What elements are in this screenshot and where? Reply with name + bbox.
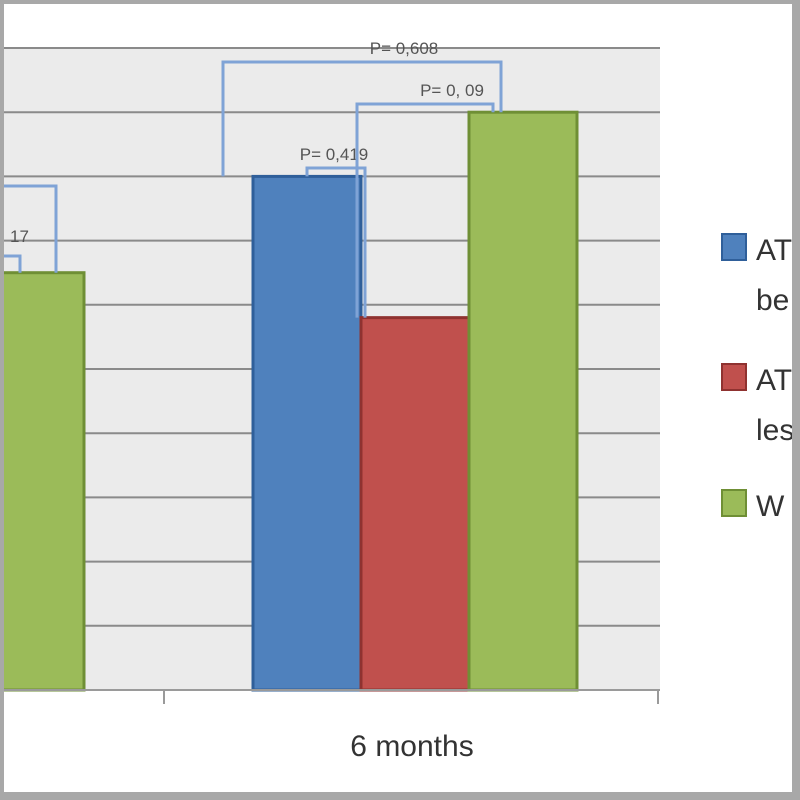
significance-bracket [305,166,367,318]
legend-swatch-blue [721,233,747,261]
bar-chart: P= 0,419 P= 0, 09 P= 0,608 17 6 months AT b… [4,39,792,763]
p-value-label: 17 [10,227,29,246]
legend-swatch-red [721,363,747,391]
bar [359,316,471,692]
significance-brackets: P= 0,419 P= 0, 09 P= 0,608 17 [4,39,503,318]
bar [4,271,86,692]
legend-entry-1: AT be [721,233,792,317]
legend-entry-2: AT les [721,363,792,447]
legend-label: les [756,414,792,447]
legend-label: AT [756,364,792,397]
p-value-label: P= 0, 09 [420,81,484,100]
chart-frame: P= 0,419 P= 0, 09 P= 0,608 17 6 months AT b… [4,4,792,792]
significance-bracket [355,102,495,318]
bar [251,174,363,692]
legend-swatch-green [721,489,747,517]
bars [4,110,579,692]
legend-label: W [756,490,785,523]
p-value-label: P= 0,419 [300,145,369,164]
legend-entry-3: W [721,489,785,523]
x-tick-label: 6 months [350,730,473,763]
p-value-label: P= 0,608 [370,39,439,58]
x-axis: 6 months [4,689,660,763]
bar [467,110,579,692]
legend-label: be [756,284,789,317]
significance-bracket [4,254,22,273]
legend: AT be AT les W [721,233,792,523]
significance-bracket [221,60,503,177]
legend-label: AT [756,234,792,267]
significance-bracket [4,184,58,273]
